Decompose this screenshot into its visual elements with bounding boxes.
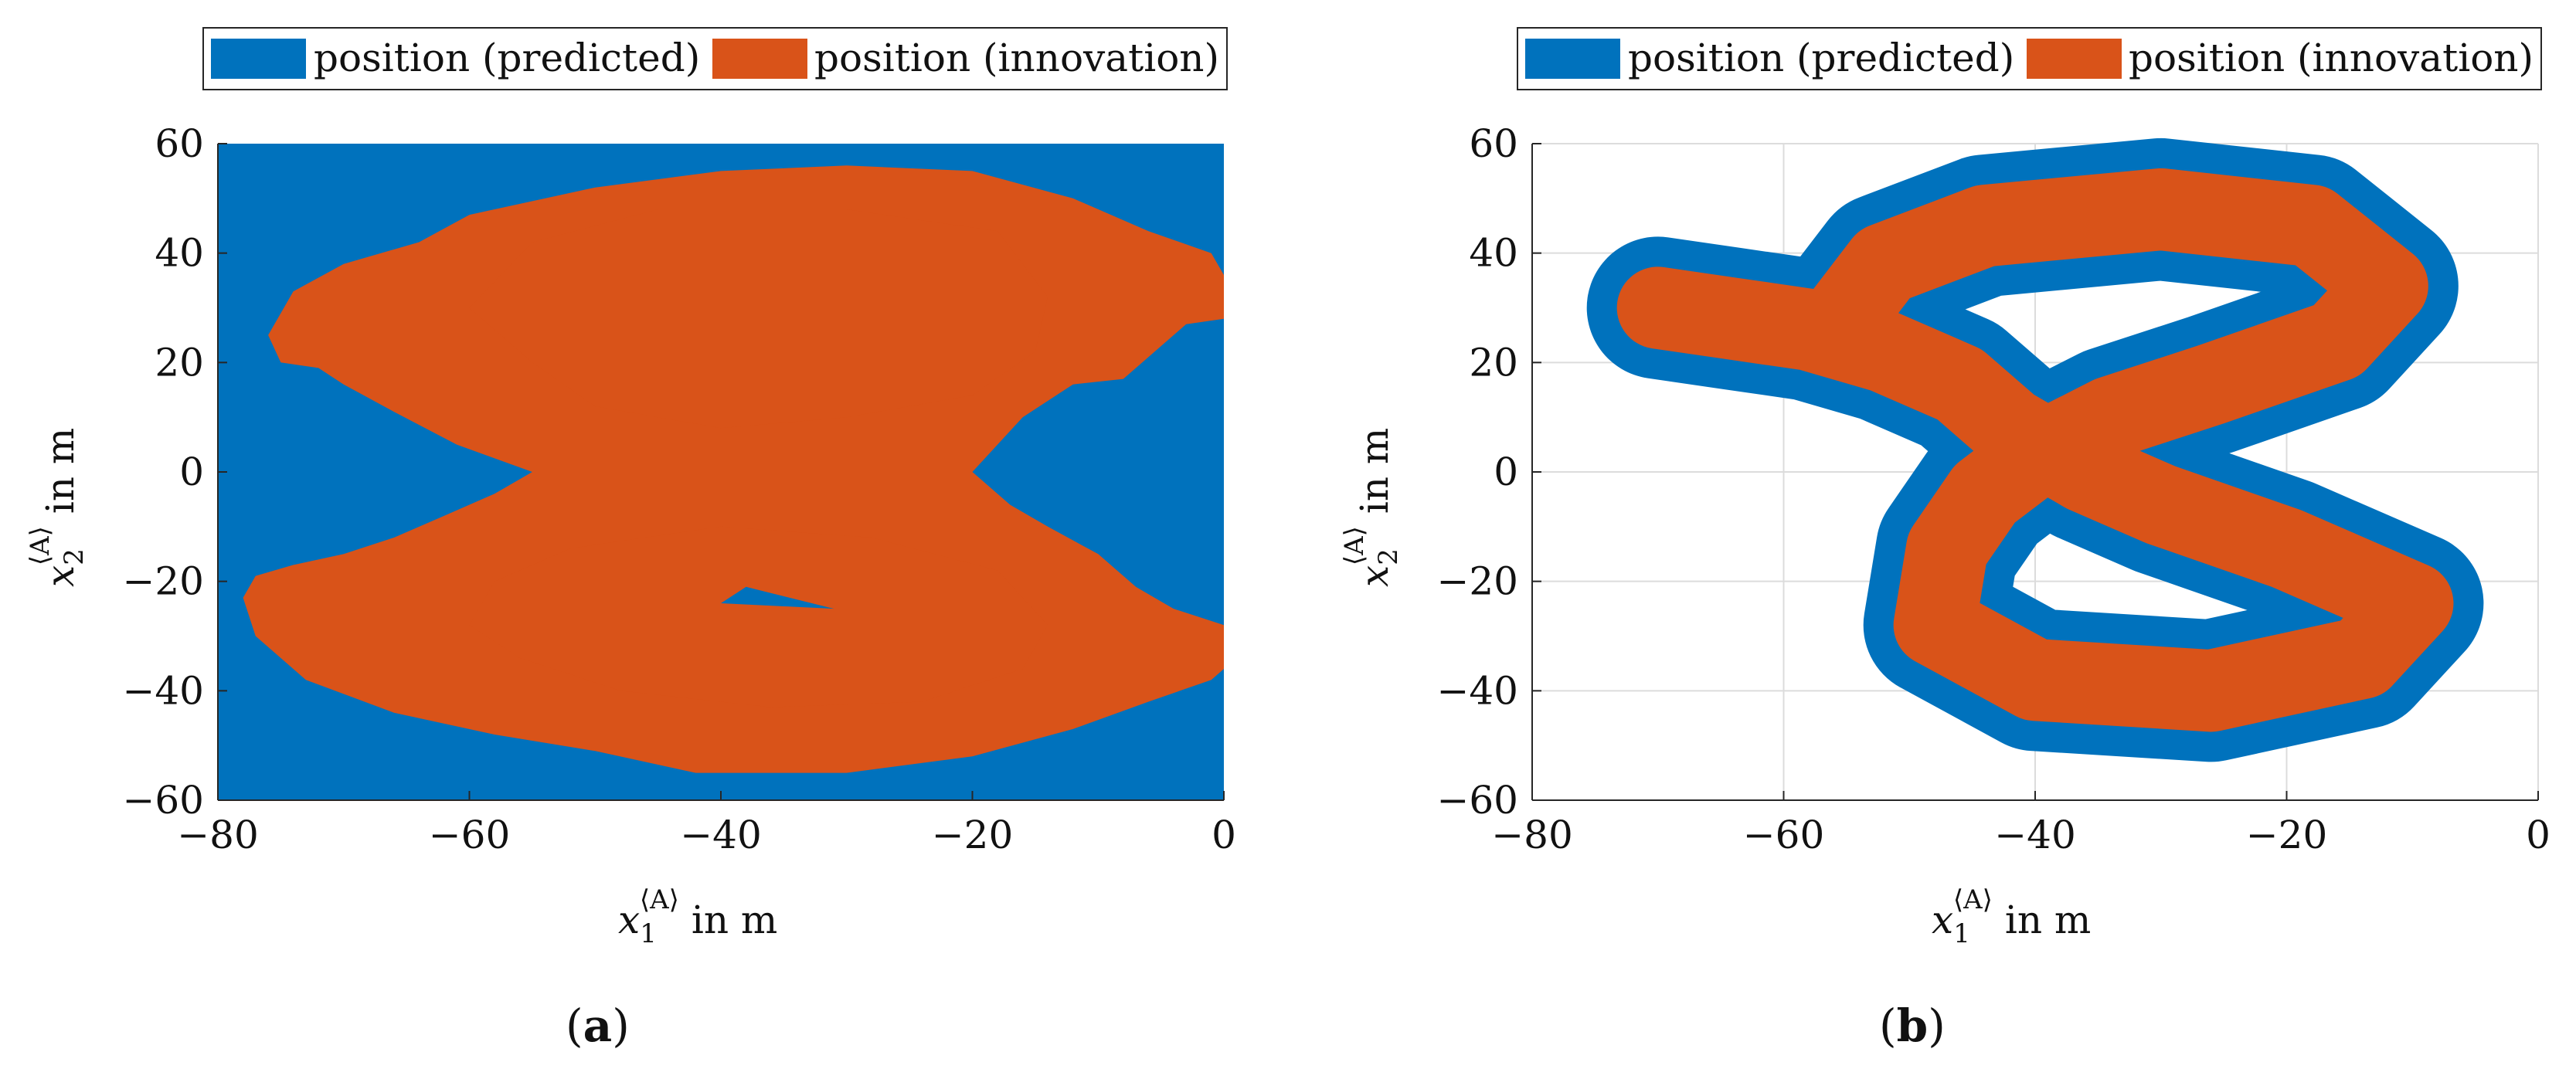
innovation-region-a [243, 165, 1225, 773]
a-xtick-label-3: −20 [932, 813, 1014, 857]
legend-a-swatch-innovation [712, 39, 807, 79]
plot-area-a [218, 144, 1225, 800]
b-ytick-label-5: 40 [1469, 231, 1518, 276]
legend-b-label-predicted: position (predicted) [1628, 36, 2014, 80]
a-ytick-label-6: 60 [155, 121, 204, 166]
b-ytick-label-1: −40 [1436, 668, 1518, 713]
a-xtick-label-0: −80 [177, 813, 259, 857]
plot-area-b [1532, 137, 2539, 800]
b-xtick-label-3: −20 [2246, 813, 2328, 857]
b-ytick-label-0: −60 [1436, 778, 1518, 823]
a-ytick-label-4: 20 [155, 340, 204, 385]
innovation-blob-a-3 [469, 526, 1048, 708]
legend-b: position (predicted) position (innovatio… [1517, 27, 2542, 90]
legend-a-swatch-predicted [211, 39, 306, 79]
a-ytick-label-5: 40 [155, 231, 204, 276]
b-xtick-label-4: 0 [2526, 813, 2551, 857]
x-axis-label-a: x1⟨A⟩ in m [618, 884, 777, 949]
legend-b-swatch-innovation [2027, 39, 2122, 79]
a-xtick-label-2: −40 [680, 813, 762, 857]
y-label-a-symbol: x [38, 565, 83, 587]
y-axis-label-a: x2⟨A⟩ in m [25, 428, 90, 587]
y-label-a-sup: ⟨A⟩ [25, 526, 56, 565]
x-label-b-sup: ⟨A⟩ [1953, 884, 1993, 915]
svg-text:x2⟨A⟩ in m: x2⟨A⟩ in m [25, 428, 90, 587]
b-ytick-label-2: −20 [1436, 559, 1518, 604]
b-ytick-label-3: 0 [1494, 450, 1518, 494]
y-label-a-sub: 2 [59, 548, 90, 565]
innovation-hole-a [721, 586, 834, 609]
y-label-b-sup: ⟨A⟩ [1339, 526, 1370, 565]
x-label-b-sub: 1 [1953, 918, 1970, 949]
y-label-b-symbol: x [1352, 565, 1397, 587]
a-ytick-label-0: −60 [122, 778, 204, 823]
b-ytick-label-6: 60 [1469, 121, 1518, 166]
x-axis-label-b: x1⟨A⟩ in m [1932, 884, 2091, 949]
x-label-a-symbol: x [618, 898, 640, 942]
b-xtick-label-1: −60 [1743, 813, 1825, 857]
legend-b-label-innovation: position (innovation) [2129, 36, 2534, 80]
panel-label-b: (b) [1879, 999, 1946, 1052]
b-xtick-label-2: −40 [1994, 813, 2076, 857]
a-ytick-label-2: −20 [122, 559, 204, 604]
x-label-a-sub: 1 [640, 918, 657, 949]
a-xtick-label-1: −60 [429, 813, 511, 857]
innovation-region-b [1616, 168, 2454, 732]
legend-b-swatch-predicted [1525, 39, 1620, 79]
svg-text:x2⟨A⟩ in m: x2⟨A⟩ in m [1339, 428, 1404, 587]
innovation-blob-a-2 [469, 209, 1048, 429]
y-axis-label-b: x2⟨A⟩ in m [1339, 428, 1404, 587]
chart-panel-b: position (predicted) position (innovatio… [1339, 27, 2551, 1052]
x-label-a-sup: ⟨A⟩ [640, 884, 679, 915]
legend-a-label-predicted: position (predicted) [314, 36, 700, 80]
a-xtick-label-4: 0 [1212, 813, 1236, 857]
panel-label-a: (a) [566, 999, 630, 1052]
svg-text:x1⟨A⟩ in m: x1⟨A⟩ in m [618, 884, 777, 949]
svg-text:x1⟨A⟩ in m: x1⟨A⟩ in m [1932, 884, 2091, 949]
b-ytick-label-4: 20 [1469, 340, 1518, 385]
b-xtick-label-0: −80 [1491, 813, 1573, 857]
y-label-b-unit: in m [1352, 428, 1397, 526]
x-label-a-unit: in m [679, 898, 777, 942]
legend-a-label-innovation: position (innovation) [814, 36, 1219, 80]
x-label-b-unit: in m [1993, 898, 2091, 942]
y-label-a-unit: in m [38, 428, 83, 526]
y-label-b-sub: 2 [1373, 548, 1404, 565]
a-ytick-label-3: 0 [179, 450, 204, 494]
a-ytick-label-1: −40 [122, 668, 204, 713]
legend-a: position (predicted) position (innovatio… [202, 27, 1228, 90]
chart-panel-a: position (predicted) position (innovatio… [25, 27, 1236, 1052]
x-label-b-symbol: x [1932, 898, 1953, 942]
